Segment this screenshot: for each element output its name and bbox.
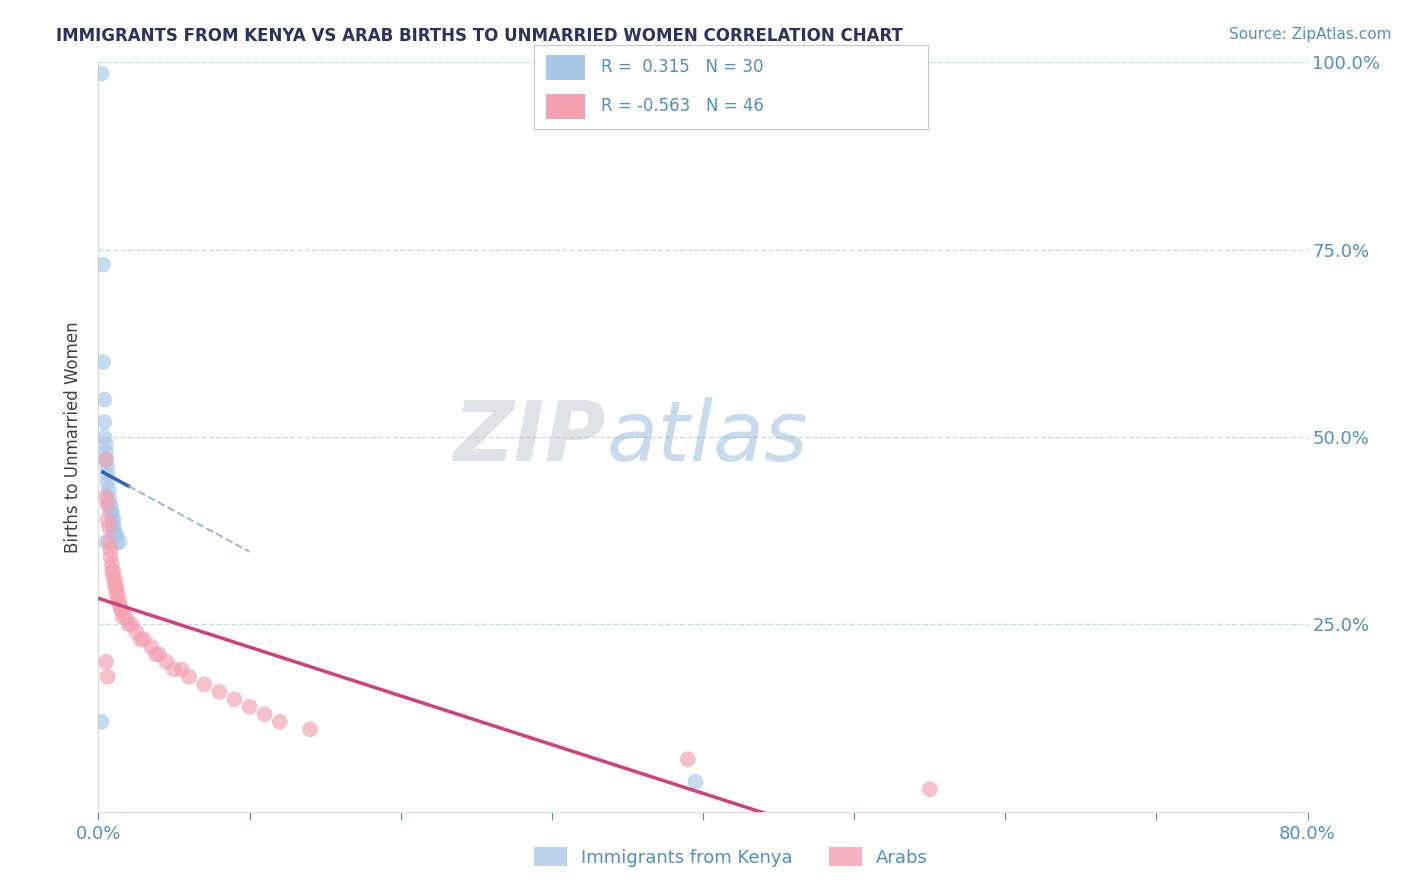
Point xyxy=(100,498,122,512)
Point xyxy=(193,677,215,691)
Y-axis label: Births to Unmarried Women: Births to Unmarried Women xyxy=(65,321,83,553)
Point xyxy=(179,670,201,684)
Point xyxy=(208,685,231,699)
Point xyxy=(96,670,118,684)
Text: IMMIGRANTS FROM KENYA VS ARAB BIRTHS TO UNMARRIED WOMEN CORRELATION CHART: IMMIGRANTS FROM KENYA VS ARAB BIRTHS TO … xyxy=(56,27,903,45)
Point xyxy=(110,602,132,616)
Point xyxy=(269,714,291,729)
Point xyxy=(94,437,117,451)
Point xyxy=(94,445,117,459)
Point xyxy=(103,520,125,534)
Point xyxy=(163,662,186,676)
Point xyxy=(918,782,941,797)
Point xyxy=(94,452,117,467)
Point xyxy=(100,505,122,519)
Point xyxy=(101,505,124,519)
Point xyxy=(676,752,699,766)
Point xyxy=(98,483,121,497)
Point xyxy=(104,527,127,541)
Text: ZIP: ZIP xyxy=(454,397,606,477)
Point xyxy=(98,498,121,512)
Point xyxy=(129,632,152,647)
Point xyxy=(101,512,124,526)
Point xyxy=(91,258,114,272)
Point xyxy=(108,595,131,609)
Point xyxy=(105,587,128,601)
Point xyxy=(105,527,128,541)
Point xyxy=(299,723,322,737)
Point xyxy=(90,67,112,81)
Point xyxy=(90,714,112,729)
Legend: Immigrants from Kenya, Arabs: Immigrants from Kenya, Arabs xyxy=(527,840,935,874)
Point xyxy=(107,595,129,609)
Point xyxy=(121,617,143,632)
Point xyxy=(98,535,121,549)
Text: R = -0.563   N = 46: R = -0.563 N = 46 xyxy=(602,97,763,115)
Point xyxy=(93,415,115,429)
Point xyxy=(239,699,262,714)
Point xyxy=(91,355,114,369)
Point xyxy=(96,467,118,482)
Point xyxy=(118,617,141,632)
Point xyxy=(108,535,131,549)
Point xyxy=(141,640,163,654)
Point xyxy=(101,565,124,579)
Point xyxy=(96,498,118,512)
Point xyxy=(170,662,193,676)
Point xyxy=(104,580,127,594)
Point xyxy=(103,573,125,587)
Point xyxy=(145,648,167,662)
Point xyxy=(125,624,148,639)
Point xyxy=(93,392,115,407)
Point xyxy=(94,535,117,549)
Point xyxy=(98,490,121,504)
Point xyxy=(685,774,707,789)
Text: atlas: atlas xyxy=(606,397,808,477)
Point xyxy=(132,632,155,647)
Point xyxy=(96,512,118,526)
Point xyxy=(100,542,122,557)
Point xyxy=(224,692,246,706)
Point xyxy=(103,512,125,526)
Point xyxy=(96,475,118,489)
Point xyxy=(98,520,121,534)
FancyBboxPatch shape xyxy=(546,94,585,120)
Point xyxy=(107,587,129,601)
Point xyxy=(93,430,115,444)
Point xyxy=(94,490,117,504)
Point xyxy=(103,527,125,541)
Point xyxy=(103,520,125,534)
Point xyxy=(105,580,128,594)
FancyBboxPatch shape xyxy=(546,54,585,80)
Point xyxy=(114,610,136,624)
Point xyxy=(148,648,170,662)
Text: Source: ZipAtlas.com: Source: ZipAtlas.com xyxy=(1229,27,1392,42)
Point xyxy=(110,602,132,616)
Point xyxy=(155,655,177,669)
Point xyxy=(253,707,276,722)
Point xyxy=(101,558,124,572)
Text: R =  0.315   N = 30: R = 0.315 N = 30 xyxy=(602,59,763,77)
Point xyxy=(103,565,125,579)
Point xyxy=(111,610,134,624)
Point xyxy=(94,655,117,669)
Point xyxy=(105,535,128,549)
Point xyxy=(94,452,117,467)
Point xyxy=(96,460,118,475)
Point xyxy=(104,573,127,587)
Point xyxy=(100,549,122,564)
